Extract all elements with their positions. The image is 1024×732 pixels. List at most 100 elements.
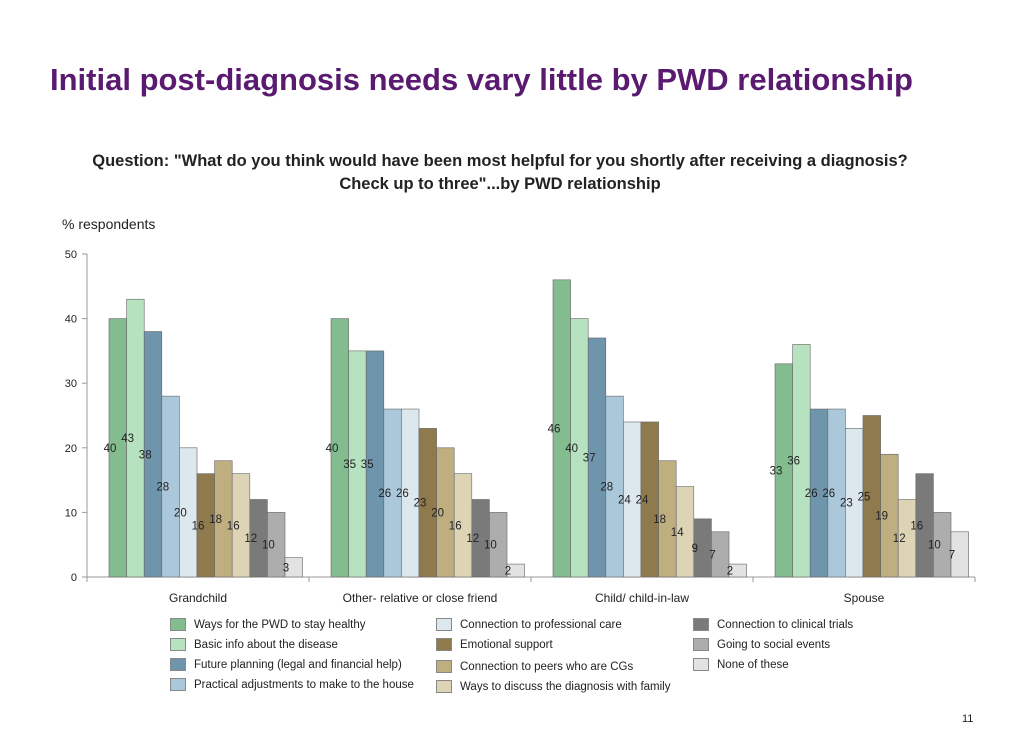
legend-swatch (693, 618, 709, 631)
legend-label: Connection to professional care (460, 618, 622, 631)
legend-label: Connection to peers who are CGs (460, 660, 634, 673)
legend-item: Going to social events (693, 638, 830, 651)
data-label: 2 (505, 566, 511, 578)
bar (728, 563, 747, 578)
data-label: 12 (893, 533, 906, 545)
bar-chart: 0 10 20 30 40 50 Grandchild Other- relative or … (65, 249, 976, 605)
data-label: 20 (174, 507, 187, 519)
data-label: 25 (858, 491, 871, 503)
legend-label: Connection to clinical trials (717, 618, 854, 631)
legend-item: Connection to peers who are CGs (436, 660, 633, 673)
legend-item: Emotional support (436, 638, 553, 651)
x-category-label: Other- relative or close friend (343, 591, 498, 605)
data-label: 26 (822, 488, 835, 500)
data-label: 26 (378, 488, 391, 500)
data-label: 7 (709, 549, 715, 561)
legend-swatch (170, 618, 186, 631)
legend-label: Ways for the PWD to stay healthy (194, 618, 366, 631)
data-label: 12 (244, 533, 257, 545)
legend-item: Ways to discuss the diagnosis with famil… (436, 680, 671, 693)
legend-item: Practical adjustments to make to the hou… (170, 678, 414, 691)
legend-item: Connection to clinical trials (693, 618, 853, 631)
legend-label: Going to social events (717, 638, 831, 651)
data-label: 10 (484, 540, 497, 552)
data-label: 18 (653, 514, 666, 526)
chart-legend: Ways for the PWD to stay healthy Basic i… (170, 618, 890, 702)
legend-swatch (693, 638, 709, 651)
data-label: 20 (431, 507, 444, 519)
legend-swatch (170, 638, 186, 651)
bar (284, 557, 303, 578)
bar (506, 563, 525, 578)
data-label: 43 (121, 433, 134, 445)
bar (711, 531, 730, 578)
data-label: 37 (583, 452, 596, 464)
y-axis-label: % respondents (62, 216, 156, 232)
legend-swatch (436, 638, 452, 651)
bar (267, 512, 286, 578)
data-label: 40 (326, 443, 339, 455)
bar (489, 512, 508, 578)
data-label: 18 (209, 514, 222, 526)
y-tick-label: 10 (65, 507, 77, 519)
y-tick-label: 50 (65, 249, 77, 261)
data-label: 12 (466, 533, 479, 545)
data-label: 35 (361, 459, 374, 471)
data-label: 7 (949, 549, 955, 561)
legend-swatch (436, 618, 452, 631)
data-label: 16 (910, 520, 923, 532)
data-label: 23 (840, 498, 853, 510)
data-label: 16 (449, 520, 462, 532)
data-label: 40 (565, 443, 578, 455)
data-label: 23 (414, 498, 427, 510)
chart-question: Question: "What do you think would have … (92, 152, 908, 193)
data-label: 3 (283, 562, 289, 574)
legend-swatch (436, 660, 452, 673)
x-category-label: Grandchild (169, 591, 227, 605)
y-tick-label: 40 (65, 314, 77, 326)
data-label: 10 (262, 540, 275, 552)
data-label: 46 (548, 423, 561, 435)
data-label: 40 (104, 443, 117, 455)
data-label: 24 (618, 494, 631, 506)
y-tick-label: 30 (65, 378, 77, 390)
legend-label: Practical adjustments to make to the hou… (194, 678, 414, 691)
data-label: 26 (805, 488, 818, 500)
data-label: 36 (787, 456, 800, 468)
legend-swatch (170, 678, 186, 691)
x-category-label: Child/ child-in-law (595, 591, 689, 605)
legend-item: Ways for the PWD to stay healthy (170, 618, 366, 631)
legend-item: Future planning (legal and financial hel… (170, 658, 402, 671)
data-label: 19 (875, 511, 888, 523)
data-label: 38 (139, 449, 152, 461)
legend-swatch (170, 658, 186, 671)
data-label: 33 (770, 465, 783, 477)
legend-label: None of these (717, 658, 789, 671)
page-title: Initial post-diagnosis needs vary little… (50, 62, 913, 97)
legend-swatch (436, 680, 452, 693)
data-label: 9 (692, 543, 698, 555)
data-label: 16 (227, 520, 240, 532)
data-label: 16 (192, 520, 205, 532)
data-label: 10 (928, 540, 941, 552)
y-tick-label: 20 (65, 443, 77, 455)
legend-item: Connection to professional care (436, 618, 622, 631)
data-label: 35 (343, 459, 356, 471)
data-label: 24 (636, 494, 649, 506)
data-label: 26 (396, 488, 409, 500)
legend-label: Future planning (legal and financial hel… (194, 658, 402, 671)
data-label: 28 (156, 482, 169, 494)
data-label: 28 (600, 482, 613, 494)
legend-label: Basic info about the disease (194, 638, 338, 651)
data-label: 14 (671, 527, 684, 539)
legend-swatch (693, 658, 709, 671)
data-label: 2 (727, 566, 733, 578)
bar (950, 531, 969, 578)
legend-item: None of these (693, 658, 789, 671)
legend-item: Basic info about the disease (170, 638, 338, 651)
legend-label: Ways to discuss the diagnosis with famil… (460, 680, 671, 693)
legend-label: Emotional support (460, 638, 553, 651)
page-number: 11 (962, 713, 974, 725)
x-category-label: Spouse (844, 591, 885, 605)
y-tick-label: 0 (71, 572, 77, 584)
